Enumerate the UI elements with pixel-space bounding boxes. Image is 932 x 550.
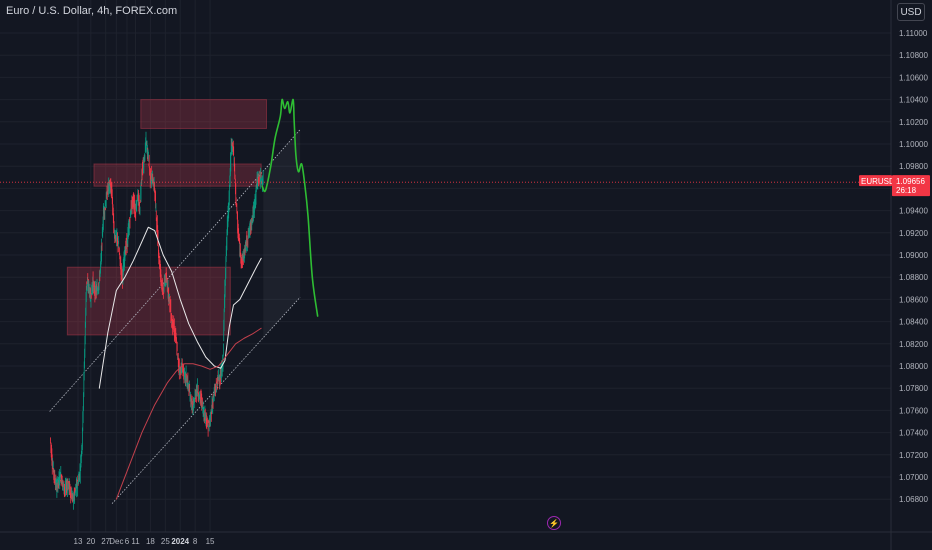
y-tick-label: 1.07800 bbox=[899, 384, 928, 393]
moving-average-fast[interactable] bbox=[98, 226, 262, 389]
x-tick-label: 18 bbox=[146, 537, 155, 546]
x-tick-label: 27 bbox=[101, 537, 110, 546]
channel-fill bbox=[263, 129, 301, 338]
y-tick-label: 1.06800 bbox=[899, 495, 928, 504]
y-tick-label: 1.08400 bbox=[899, 318, 928, 327]
price-tag bbox=[892, 175, 930, 197]
y-tick-label: 1.08800 bbox=[899, 273, 928, 282]
x-tick-label: 20 bbox=[86, 537, 95, 546]
x-tick-label: 11 bbox=[131, 537, 140, 546]
moving-average-slow[interactable] bbox=[115, 327, 262, 500]
y-tick-label: 1.07000 bbox=[899, 473, 928, 482]
supply-zone[interactable] bbox=[140, 99, 268, 129]
symbol-tag bbox=[859, 175, 892, 187]
x-tick-label: 8 bbox=[193, 537, 198, 546]
x-tick-label: 6 bbox=[125, 537, 130, 546]
y-tick-label: 1.09800 bbox=[899, 162, 928, 171]
y-tick-label: 1.10000 bbox=[899, 140, 928, 149]
bar-countdown: 26:18 bbox=[896, 186, 917, 195]
y-tick-label: 1.07600 bbox=[899, 406, 928, 415]
y-tick-label: 1.09400 bbox=[899, 207, 928, 216]
x-tick-label: 13 bbox=[74, 537, 83, 546]
y-tick-label: 1.08200 bbox=[899, 340, 928, 349]
y-tick-label: 1.08600 bbox=[899, 295, 928, 304]
x-tick-label: Dec bbox=[109, 537, 123, 546]
currency-button[interactable]: USD bbox=[897, 3, 925, 21]
y-tick-label: 1.07400 bbox=[899, 429, 928, 438]
y-tick-label: 1.10200 bbox=[899, 118, 928, 127]
x-tick-label: 15 bbox=[206, 537, 215, 546]
y-tick-label: 1.09200 bbox=[899, 229, 928, 238]
projection-path[interactable] bbox=[261, 98, 319, 317]
chart-title: Euro / U.S. Dollar, 4h, FOREX.com bbox=[6, 5, 178, 17]
symbol-tag-label: EURUSD bbox=[861, 177, 895, 186]
y-tick-label: 1.10800 bbox=[899, 51, 928, 60]
y-tick-label: 1.08000 bbox=[899, 362, 928, 371]
x-tick-label: 2024 bbox=[171, 537, 189, 546]
y-tick-label: 1.10400 bbox=[899, 96, 928, 105]
y-tick-label: 1.09000 bbox=[899, 251, 928, 260]
price-tag-value: 1.09656 bbox=[896, 177, 925, 186]
y-tick-label: 1.07200 bbox=[899, 451, 928, 460]
y-tick-label: 1.10600 bbox=[899, 73, 928, 82]
supply-zone[interactable] bbox=[93, 163, 262, 187]
lightning-icon[interactable]: ⚡ bbox=[547, 516, 561, 530]
supply-zone[interactable] bbox=[66, 266, 231, 336]
y-tick-label: 1.11000 bbox=[899, 29, 928, 38]
x-tick-label: 25 bbox=[161, 537, 170, 546]
